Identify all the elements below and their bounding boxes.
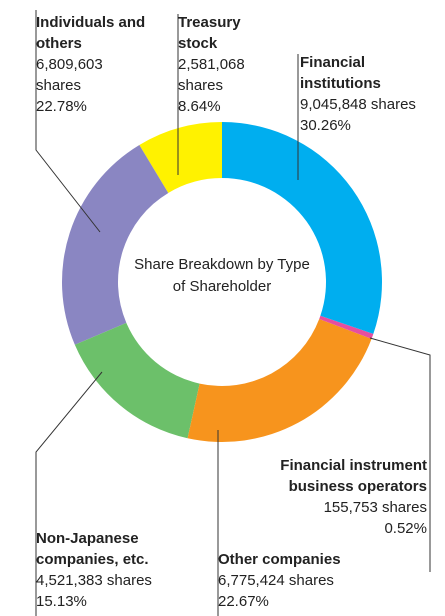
value-label: 8.64% [178, 98, 221, 115]
value-label: 15.13% [36, 593, 87, 610]
value-label: 22.78% [36, 98, 87, 115]
shares-label: 4,521,383 shares [36, 572, 152, 589]
shares-label: 6,809,603 shares [36, 56, 103, 94]
label: Financial institutions 9,045,848 shares … [300, 52, 420, 136]
leader-line [369, 337, 431, 572]
donut-segment [139, 122, 222, 193]
donut-segment [62, 145, 169, 345]
label: Non-Japanese companies, etc. 4,521,383 s… [36, 528, 186, 612]
category-label: Financial instrument business operators [280, 457, 427, 495]
label: Treasury stock 2,581,068 shares 8.64% [178, 12, 268, 117]
category-label: Non-Japanese companies, etc. [36, 530, 149, 568]
label: Individuals and others 6,809,603 shares … [36, 12, 146, 117]
chart-title: Share Breakdown by Type of Shareholder [134, 256, 310, 295]
value-label: 30.26% [300, 117, 351, 134]
category-label: Financial institutions [300, 54, 381, 92]
shares-label: 6,775,424 shares [218, 572, 334, 589]
category-label: Treasury stock [178, 14, 241, 52]
shares-label: 2,581,068 shares [178, 56, 245, 94]
label: Financial instrument business operators … [217, 455, 427, 539]
shares-label: 155,753 shares [323, 499, 427, 516]
donut-segment [222, 122, 382, 334]
label: Other companies 6,775,424 shares 22.67% [218, 549, 378, 612]
donut-segment [187, 318, 372, 442]
value-label: 0.52% [384, 520, 427, 537]
leader-line [35, 10, 101, 233]
category-label: Other companies [218, 551, 341, 568]
shares-label: 9,045,848 shares [300, 96, 416, 113]
donut-segment [74, 322, 200, 439]
donut-segment [319, 315, 374, 339]
category-label: Individuals and others [36, 14, 146, 52]
value-label: 22.67% [218, 593, 269, 610]
leader-line [35, 371, 103, 616]
